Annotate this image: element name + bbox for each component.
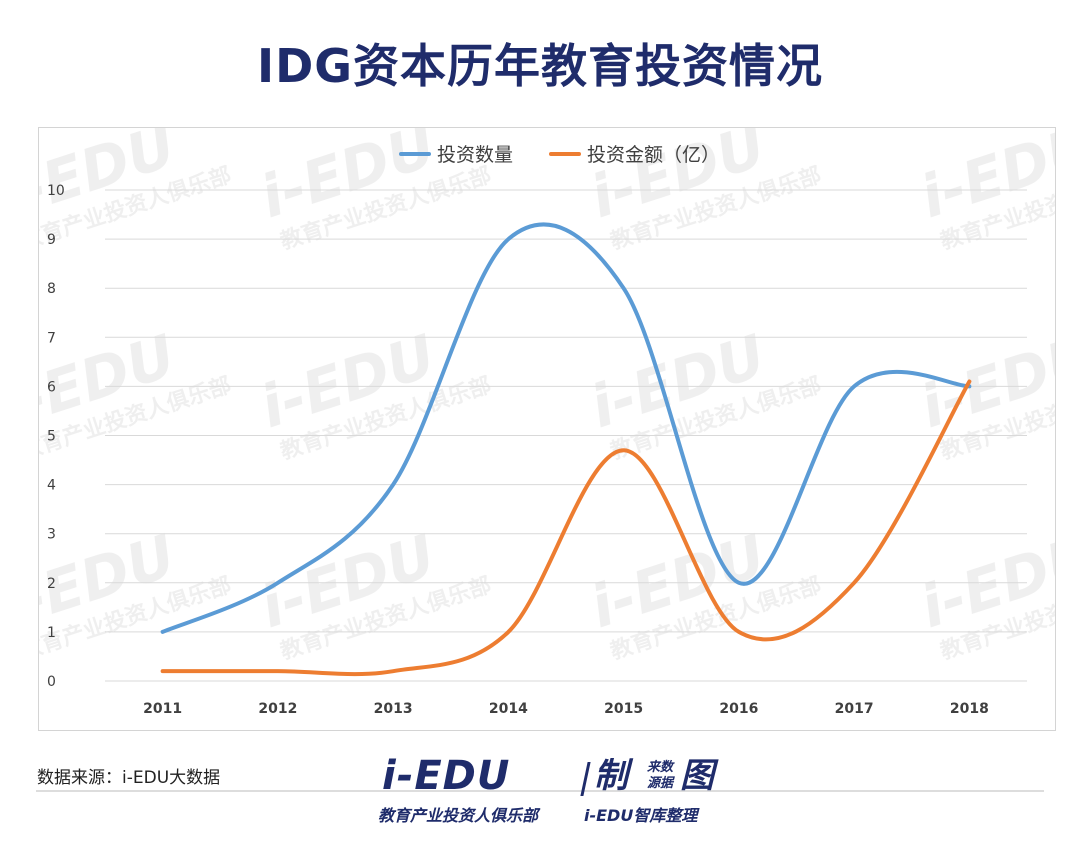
series-line-1 (160, 222, 972, 634)
brand-divider (580, 762, 591, 796)
y-tick-label: 7 (47, 330, 56, 346)
x-tick-label: 2016 (719, 701, 758, 717)
y-tick-label: 5 (47, 429, 56, 445)
x-tick-label: 2018 (950, 701, 989, 717)
chart-frame: i-EDU 教育产业投资人俱乐部 i-EDU 教育产业投资人俱乐部 i-EDU 教育产业投… (38, 127, 1056, 731)
y-tick-label: 0 (47, 674, 56, 690)
y-tick-label: 2 (47, 576, 56, 592)
x-tick-label: 2013 (374, 701, 413, 717)
y-tick-label: 9 (47, 232, 56, 248)
brand-tagline-left: 教育产业投资人俱乐部 (378, 806, 539, 825)
brand-logo: i-EDU (382, 753, 511, 799)
y-tick-label: 4 (47, 478, 56, 494)
y-tick-label: 10 (47, 183, 65, 199)
x-tick-label: 2012 (258, 701, 297, 717)
brand-tu: 图 (680, 756, 714, 796)
legend-label: 投资金额（亿） (587, 144, 720, 166)
brand-stack: 来数 源据 (640, 760, 680, 792)
x-tick-label: 2015 (604, 701, 643, 717)
page-title: IDG资本历年教育投资情况 (256, 39, 824, 93)
brand-zhi: 制 (594, 756, 628, 796)
y-axis-ticks: 0 1 2 3 4 5 6 7 8 9 10 (47, 183, 65, 690)
chart-grid (105, 189, 1027, 682)
source-note: 数据来源：i-EDU大数据 (37, 768, 221, 788)
x-tick-label: 2011 (143, 701, 182, 717)
brand-stack-bottom: 源据 (646, 776, 673, 791)
chart-series (160, 222, 972, 677)
x-tick-label: 2017 (835, 701, 874, 717)
y-tick-label: 1 (47, 625, 56, 641)
brand-stack-top: 来数 (646, 760, 673, 775)
x-axis-ticks: 2011 2012 2013 2014 2015 2016 2017 2018 (143, 701, 989, 717)
x-tick-label: 2014 (489, 701, 528, 717)
legend-label: 投资数量 (437, 144, 513, 166)
chart-legend: 投资数量 投资金额（亿） (399, 144, 720, 166)
brand-logo-block: i-EDU 制 来数 源据 图 教育产业投资人俱乐部 i-EDU智库整理 (378, 756, 738, 826)
divider (36, 790, 1044, 792)
brand-tagline-right: i-EDU智库整理 (584, 806, 698, 825)
y-tick-label: 6 (47, 379, 56, 395)
y-tick-label: 3 (47, 527, 56, 543)
y-tick-label: 8 (47, 281, 56, 297)
